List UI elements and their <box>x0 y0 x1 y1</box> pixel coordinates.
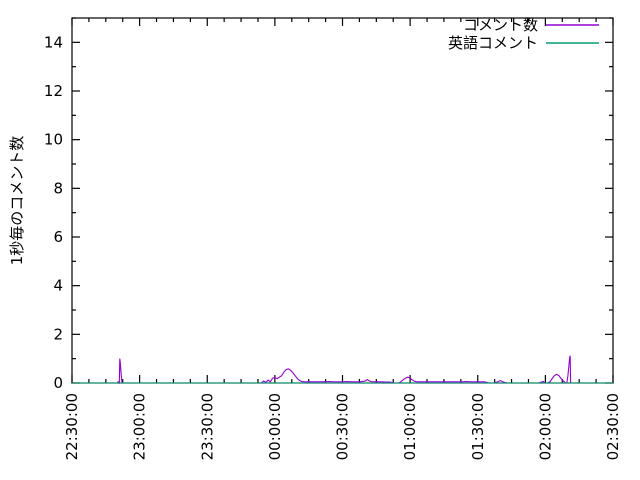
x-tick-label: 02:00:00 <box>536 393 554 460</box>
y-tick-label: 8 <box>53 179 63 197</box>
y-axis-tick-labels: 0 2 4 6 8 10 12 14 <box>44 33 63 392</box>
x-tick-label: 01:00:00 <box>401 393 419 460</box>
y-tick-label: 12 <box>44 82 63 100</box>
x-tick-label: 00:30:00 <box>334 393 352 460</box>
x-tick-label: 23:00:00 <box>131 393 149 460</box>
y-tick-label: 4 <box>53 277 63 295</box>
x-tick-label: 00:00:00 <box>266 393 284 460</box>
x-axis-tick-labels: 22:30:00 23:00:00 23:30:00 00:00:00 00:30:00… <box>63 393 622 460</box>
x-tick-label: 22:30:00 <box>63 393 81 460</box>
legend-label-1: コメント数 <box>463 16 538 34</box>
x-tick-label: 23:30:00 <box>198 393 216 460</box>
x-tick-label: 02:30:00 <box>604 393 622 460</box>
y-tick-label: 0 <box>53 374 63 392</box>
data-series-group <box>72 355 613 385</box>
y-tick-label: 14 <box>44 33 63 51</box>
y-axis-label: 1秒毎のコメント数 <box>8 136 26 266</box>
x-axis-ticks <box>71 18 614 383</box>
x-tick-label: 01:30:00 <box>469 393 487 460</box>
y-tick-label: 10 <box>44 131 63 149</box>
legend-label-2: 英語コメント <box>448 34 538 52</box>
y-axis-ticks <box>72 17 613 384</box>
y-tick-label: 2 <box>53 325 63 343</box>
y-tick-label: 6 <box>53 228 63 246</box>
